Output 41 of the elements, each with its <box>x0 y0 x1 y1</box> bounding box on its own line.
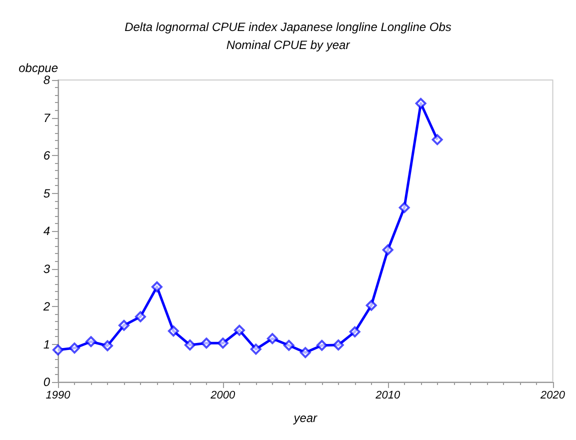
y-tick-label: 5 <box>43 186 50 200</box>
point <box>168 326 179 337</box>
x-tick-label: 2010 <box>374 390 401 402</box>
y-tick-label: 4 <box>43 224 50 238</box>
point <box>266 333 278 344</box>
x-tick-label: 2000 <box>210 390 236 402</box>
point <box>234 324 245 336</box>
point <box>300 347 311 358</box>
point <box>184 340 196 351</box>
point <box>382 244 394 256</box>
y-tick-label: 8 <box>43 73 50 87</box>
chart-title: Delta lognormal CPUE index Japanese longline Longline Obs <box>124 20 452 34</box>
point <box>349 326 360 338</box>
x-tick-label: 2020 <box>540 390 566 402</box>
y-tick-label: 6 <box>43 148 50 162</box>
point <box>85 336 96 348</box>
point <box>217 338 228 349</box>
y-tick-label: 0 <box>43 375 50 389</box>
y-axis-title: obcpue <box>18 61 58 75</box>
point <box>250 344 262 355</box>
point <box>68 342 80 354</box>
y-tick-label: 7 <box>43 110 52 125</box>
y-tick-label: 3 <box>43 262 50 276</box>
point <box>366 300 377 311</box>
point <box>283 340 294 351</box>
point <box>200 338 212 349</box>
y-tick-label: 1 <box>43 337 50 352</box>
x-tick-label: 1990 <box>46 390 72 402</box>
point <box>432 134 443 146</box>
point <box>332 340 344 351</box>
point <box>151 281 162 292</box>
point <box>52 344 64 356</box>
point <box>316 340 328 351</box>
point <box>134 311 146 322</box>
x-axis-title: year <box>292 411 318 425</box>
point <box>398 202 410 214</box>
point <box>102 340 113 352</box>
point <box>118 320 130 331</box>
chart-subtitle: Nominal CPUE by year <box>226 38 351 52</box>
point <box>415 98 426 109</box>
y-tick-label: 2 <box>42 300 50 314</box>
